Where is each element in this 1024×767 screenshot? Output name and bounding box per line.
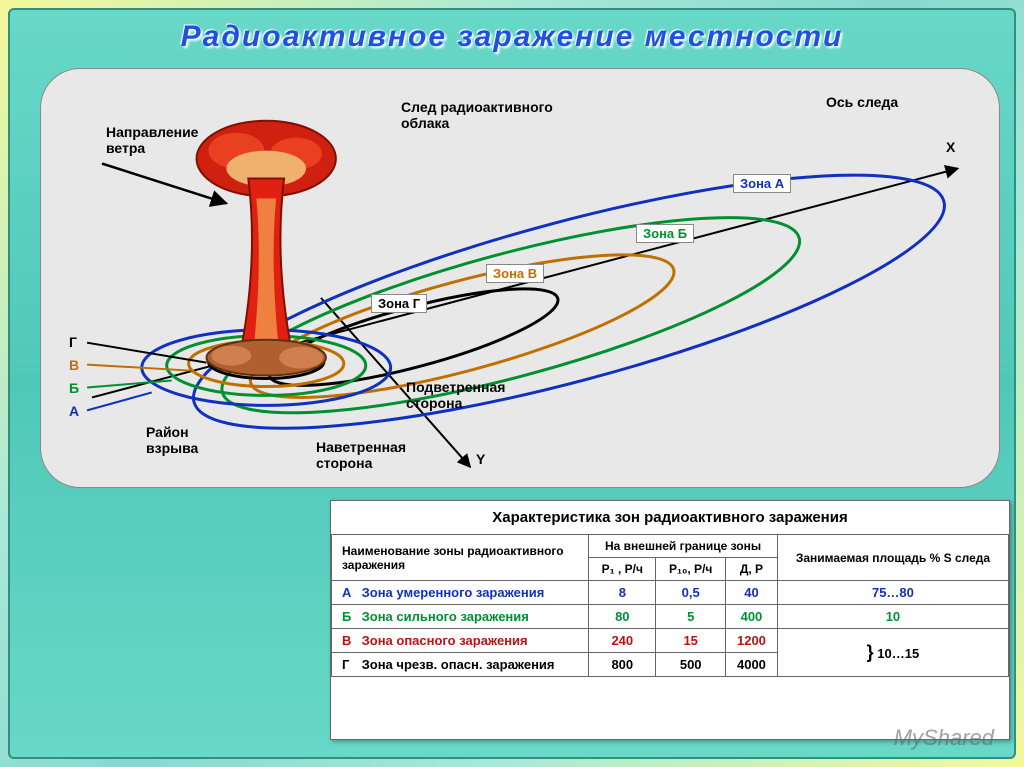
zone-v-letter: В xyxy=(69,357,79,373)
wind-direction-label: Направление ветра xyxy=(106,124,198,156)
zone-g-letter: Г xyxy=(69,334,77,350)
diagram-panel: Направление ветра След радиоактивного об… xyxy=(40,68,1000,488)
th-p10: P₁₀, Р/ч xyxy=(656,558,726,581)
table-row: В Зона опасного заражения240151200} 10…1… xyxy=(332,629,1009,653)
leeward-label: Подветренная сторона xyxy=(406,379,505,411)
zone-b-tag: Зона Б xyxy=(636,224,694,243)
th-p1: P₁ , Р/ч xyxy=(589,558,656,581)
table-title: Характеристика зон радиоактивного зараже… xyxy=(331,501,1009,534)
axis-y-label: Y xyxy=(476,451,485,467)
windward-label: Наветренная сторона xyxy=(316,439,406,471)
axis-trace-label: Ось следа xyxy=(826,94,898,110)
zone-b-letter: Б xyxy=(69,380,79,396)
table-row: Б Зона сильного заражения80540010 xyxy=(332,605,1009,629)
th-outer: На внешней границе зоны xyxy=(589,535,778,558)
explosion-area-label: Район взрыва xyxy=(146,424,198,456)
zone-g-tag: Зона Г xyxy=(371,294,427,313)
zones-table: Наименование зоны радиоактивного заражен… xyxy=(331,534,1009,677)
th-name: Наименование зоны радиоактивного заражен… xyxy=(332,535,589,581)
th-area: Занимаемая площадь % S следа xyxy=(777,535,1008,581)
watermark: MyShared xyxy=(894,725,994,751)
zone-v-tag: Зона В xyxy=(486,264,544,283)
main-frame: Радиоактивное заражение местности xyxy=(8,8,1016,759)
zone-a-tag: Зона А xyxy=(733,174,791,193)
zone-a-letter: А xyxy=(69,403,79,419)
zones-table-box: Характеристика зон радиоактивного зараже… xyxy=(330,500,1010,740)
axis-x-label: X xyxy=(946,139,955,155)
table-row: А Зона умеренного заражения80,54075…80 xyxy=(332,581,1009,605)
cloud-trace-label: След радиоактивного облака xyxy=(401,99,553,131)
page-title: Радиоактивное заражение местности xyxy=(10,10,1014,60)
th-d: Д, Р xyxy=(726,558,778,581)
